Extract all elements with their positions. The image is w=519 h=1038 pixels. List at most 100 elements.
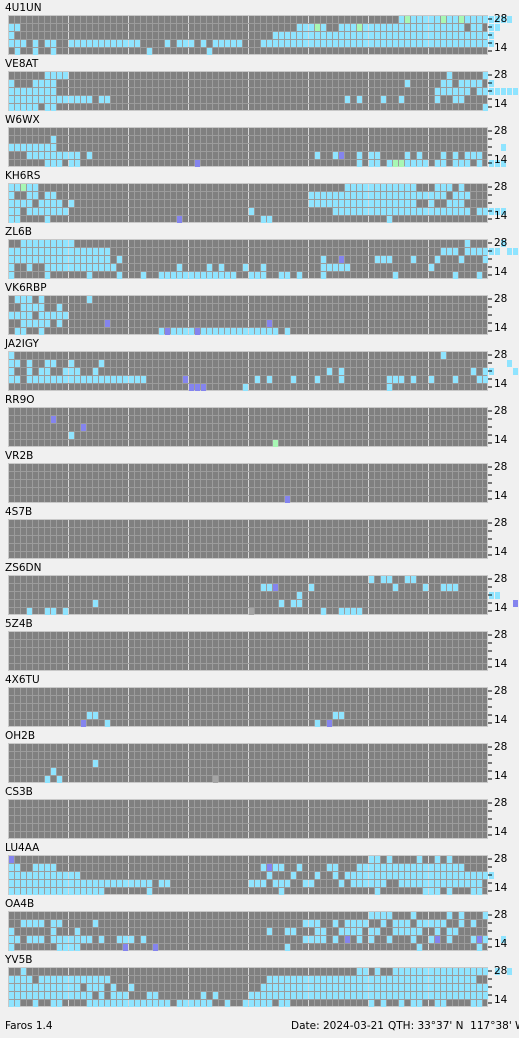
reception-cell	[33, 984, 38, 991]
reception-cell	[429, 880, 434, 887]
reception-cell	[351, 928, 356, 935]
reception-cell	[429, 864, 434, 871]
reception-cell	[273, 864, 278, 871]
reception-cell	[345, 192, 350, 199]
reception-cell	[405, 192, 410, 199]
reception-cell	[375, 992, 380, 999]
reception-cell	[63, 240, 68, 247]
reception-cell	[339, 208, 344, 215]
reception-cell	[51, 312, 56, 319]
reception-cell	[483, 912, 488, 919]
reception-cell	[345, 264, 350, 271]
reception-cell	[483, 968, 488, 975]
reception-cell	[27, 248, 32, 255]
reception-cell	[255, 992, 260, 999]
reception-cell	[57, 256, 62, 263]
reception-cell	[21, 880, 26, 887]
reception-cell	[477, 88, 482, 95]
reception-cell	[321, 256, 326, 263]
reception-cell	[45, 608, 50, 615]
reception-cell	[387, 160, 392, 167]
reception-cell	[63, 376, 68, 383]
reception-cell	[225, 328, 230, 335]
reception-cell	[51, 208, 56, 215]
reception-cell	[21, 992, 26, 999]
reception-cell	[429, 40, 434, 47]
reception-cell	[327, 720, 332, 727]
reception-cell	[63, 248, 68, 255]
reception-cell	[57, 376, 62, 383]
reception-cell	[291, 984, 296, 991]
reception-cell	[363, 872, 368, 879]
reception-cell	[477, 208, 482, 215]
panel-border	[8, 127, 488, 167]
reception-cell	[33, 376, 38, 383]
reception-cell	[447, 992, 452, 999]
reception-cell	[315, 928, 320, 935]
panel-border	[8, 519, 488, 559]
reception-cell	[459, 184, 464, 191]
reception-cell	[357, 608, 362, 615]
reception-cell	[387, 184, 392, 191]
reception-cell	[279, 888, 284, 895]
reception-cell	[9, 88, 14, 95]
reception-cell	[183, 328, 188, 335]
reception-cell	[465, 240, 470, 247]
reception-cell	[33, 184, 38, 191]
reception-cell	[279, 976, 284, 983]
reception-cell	[57, 320, 62, 327]
reception-cell	[69, 976, 74, 983]
reception-cell	[201, 384, 206, 391]
beacon-name: VE8AT	[5, 58, 39, 70]
reception-cell	[381, 208, 386, 215]
reception-cell	[357, 936, 362, 943]
reception-cell	[279, 984, 284, 991]
reception-cell	[327, 200, 332, 207]
reception-cell	[57, 72, 62, 79]
reception-cell	[387, 856, 392, 863]
reception-cell	[69, 936, 74, 943]
reception-cell	[453, 200, 458, 207]
reception-cell	[117, 936, 122, 943]
reception-cell	[75, 984, 80, 991]
reception-cell	[345, 608, 350, 615]
reception-cell	[99, 936, 104, 943]
reception-cell	[81, 248, 86, 255]
reception-cell	[249, 328, 254, 335]
reception-cell	[333, 264, 338, 271]
reception-cell	[21, 984, 26, 991]
reception-cell	[33, 144, 38, 151]
reception-cell	[21, 968, 26, 975]
reception-cell	[21, 200, 26, 207]
reception-cell	[57, 880, 62, 887]
band-label-top: 28	[494, 293, 507, 305]
reception-cell	[9, 1000, 14, 1007]
reception-cell	[51, 72, 56, 79]
band-label-top: 28	[494, 69, 507, 81]
reception-cell	[417, 152, 422, 159]
reception-cell	[99, 264, 104, 271]
reception-cell	[429, 24, 434, 31]
reception-cell	[51, 608, 56, 615]
reception-cell	[417, 872, 422, 879]
reception-cell	[9, 312, 14, 319]
reception-cell	[345, 184, 350, 191]
reception-cell	[411, 936, 416, 943]
reception-cell	[201, 40, 206, 47]
reception-cell	[93, 256, 98, 263]
reception-cell	[87, 984, 92, 991]
reception-cell	[417, 920, 422, 927]
reception-cell	[375, 888, 380, 895]
reception-cell	[243, 1000, 248, 1007]
reception-cell	[75, 880, 80, 887]
reception-cell	[249, 992, 254, 999]
reception-cell	[57, 936, 62, 943]
reception-cell	[417, 976, 422, 983]
reception-cell	[453, 152, 458, 159]
reception-cell	[363, 968, 368, 975]
reception-cell	[15, 376, 20, 383]
reception-cell	[411, 968, 416, 975]
reception-cell	[423, 920, 428, 927]
reception-cell	[273, 992, 278, 999]
reception-cell	[339, 880, 344, 887]
